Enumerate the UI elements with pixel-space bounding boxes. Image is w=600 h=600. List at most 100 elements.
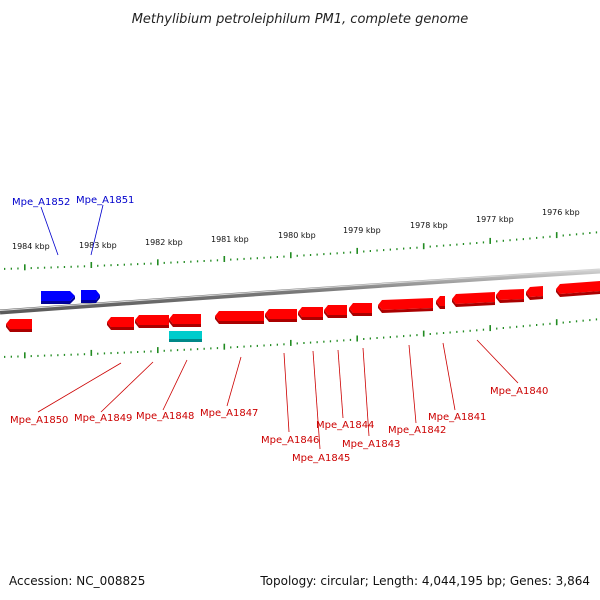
gene-label-Mpe_A1841[interactable]: Mpe_A1841 (428, 412, 486, 423)
lower-tick-71 (476, 329, 478, 332)
gene-Mpe_A1842[interactable] (349, 303, 372, 316)
lower-tick-44 (296, 342, 298, 345)
upper-tick-76 (509, 239, 511, 242)
gene-Mpe_A1844[interactable] (298, 307, 323, 320)
lower-tick-29 (196, 348, 199, 351)
gene-Mpe_A1847[interactable] (169, 314, 201, 327)
upper-tick-64 (429, 245, 431, 248)
upper-tick-63 (422, 243, 425, 250)
lower-tick-75 (502, 327, 504, 329)
gene-Mpe_A1846[interactable] (215, 311, 264, 324)
upper-tick-82 (549, 235, 551, 238)
lower-tick-31 (210, 347, 212, 350)
gene-label-Mpe_A1849[interactable]: Mpe_A1849 (74, 413, 132, 424)
lower-tick-30 (203, 347, 205, 350)
gene-Mpe_A1852[interactable] (41, 291, 75, 304)
upper-tick-17 (117, 264, 119, 266)
lower-tick-36 (243, 345, 245, 348)
lower-tick-45 (303, 342, 305, 344)
gene-fragment-1841[interactable] (436, 296, 445, 309)
upper-tick-12 (83, 265, 86, 268)
genome-backbone (0, 268, 600, 315)
gene-right-3[interactable] (556, 281, 600, 297)
upper-tick-79 (529, 237, 531, 240)
upper-tick-74 (496, 240, 498, 243)
upper-tick-32 (216, 259, 219, 262)
gene-Mpe_A1841[interactable] (378, 298, 433, 313)
upper-tick-73 (489, 237, 491, 244)
lower-tick-22 (150, 350, 152, 353)
upper-tick-88 (589, 232, 591, 234)
lower-tick-3 (24, 352, 26, 359)
lower-tick-82 (549, 322, 551, 325)
gene-Mpe_A1851[interactable] (81, 290, 100, 303)
upper-tick-42 (283, 255, 285, 258)
upper-tick-89 (595, 231, 598, 234)
lower-tick-49 (329, 340, 332, 343)
upper-tick-22 (150, 262, 152, 265)
lower-tick-59 (396, 335, 398, 338)
upper-tick-81 (542, 236, 544, 239)
lower-tick-52 (349, 338, 352, 341)
lower-tick-65 (436, 332, 438, 335)
lower-tick-14 (97, 352, 99, 355)
gene-label-Mpe_A1844[interactable]: Mpe_A1844 (316, 420, 374, 431)
upper-tick-87 (582, 232, 584, 235)
upper-tick-86 (575, 233, 578, 236)
lower-tick-85 (569, 321, 571, 323)
upper-tick-62 (416, 246, 418, 249)
lower-tick-6 (43, 354, 46, 357)
lower-tick-80 (536, 324, 538, 326)
lower-tick-1 (10, 355, 12, 358)
gene-Mpe_A1845[interactable] (265, 309, 297, 322)
rna-feature[interactable] (169, 331, 202, 342)
scale-label-1984kbp: 1984 kbp (12, 242, 50, 251)
gene-label-Mpe_A1848[interactable]: Mpe_A1848 (136, 411, 194, 422)
gene-Mpe_A1840[interactable] (452, 292, 495, 307)
upper-tick-48 (323, 253, 325, 256)
scale-label-1976kbp: 1976 kbp (542, 208, 580, 217)
lower-tick-69 (462, 330, 465, 333)
gene-label-Mpe_A1846[interactable]: Mpe_A1846 (261, 435, 319, 446)
lower-tick-8 (57, 354, 59, 357)
lower-tick-58 (389, 336, 391, 339)
lower-tick-25 (170, 349, 172, 352)
gene-label-Mpe_A1847[interactable]: Mpe_A1847 (200, 408, 258, 419)
upper-tick-66 (442, 244, 445, 247)
gene-Mpe_A1843[interactable] (324, 305, 347, 318)
upper-tick-54 (363, 250, 365, 253)
gene-label-Mpe_A1843[interactable]: Mpe_A1843 (342, 439, 400, 450)
lower-tick-48 (323, 340, 325, 343)
lower-tick-88 (589, 319, 591, 322)
upper-tick-41 (276, 256, 278, 258)
upper-tick-7 (50, 266, 52, 269)
gene-right-1[interactable] (496, 289, 524, 303)
gene-label-Mpe_A1842[interactable]: Mpe_A1842 (388, 425, 446, 436)
upper-tick-1 (10, 267, 12, 270)
lower-tick-24 (163, 349, 165, 352)
lower-tick-2 (17, 355, 19, 358)
lower-tick-39 (263, 344, 265, 347)
gene-label-Mpe_A1852[interactable]: Mpe_A1852 (12, 197, 70, 208)
upper-tick-52 (349, 251, 352, 254)
upper-tick-27 (183, 261, 185, 263)
gene-Mpe_A1849[interactable] (107, 317, 134, 330)
lower-tick-26 (176, 349, 179, 352)
gene-Mpe_A1848[interactable] (135, 315, 169, 328)
lower-tick-38 (256, 344, 258, 347)
lower-tick-4 (30, 355, 32, 358)
lower-tick-18 (123, 351, 125, 354)
gene-label-Mpe_A1851[interactable]: Mpe_A1851 (76, 195, 134, 206)
gene-label-Mpe_A1845[interactable]: Mpe_A1845 (292, 453, 350, 464)
gene-right-2[interactable] (526, 286, 543, 300)
upper-tick-20 (137, 263, 139, 266)
gene-label-Mpe_A1850[interactable]: Mpe_A1850 (10, 415, 68, 426)
lower-tick-12 (83, 353, 86, 356)
gene-Mpe_A1850[interactable] (6, 319, 32, 332)
lower-tick-66 (442, 332, 445, 334)
lower-tick-87 (582, 319, 584, 322)
lower-tick-51 (343, 339, 345, 342)
lower-tick-37 (250, 345, 252, 348)
gene-label-Mpe_A1840[interactable]: Mpe_A1840 (490, 386, 548, 397)
scale-label-1982kbp: 1982 kbp (145, 238, 183, 247)
